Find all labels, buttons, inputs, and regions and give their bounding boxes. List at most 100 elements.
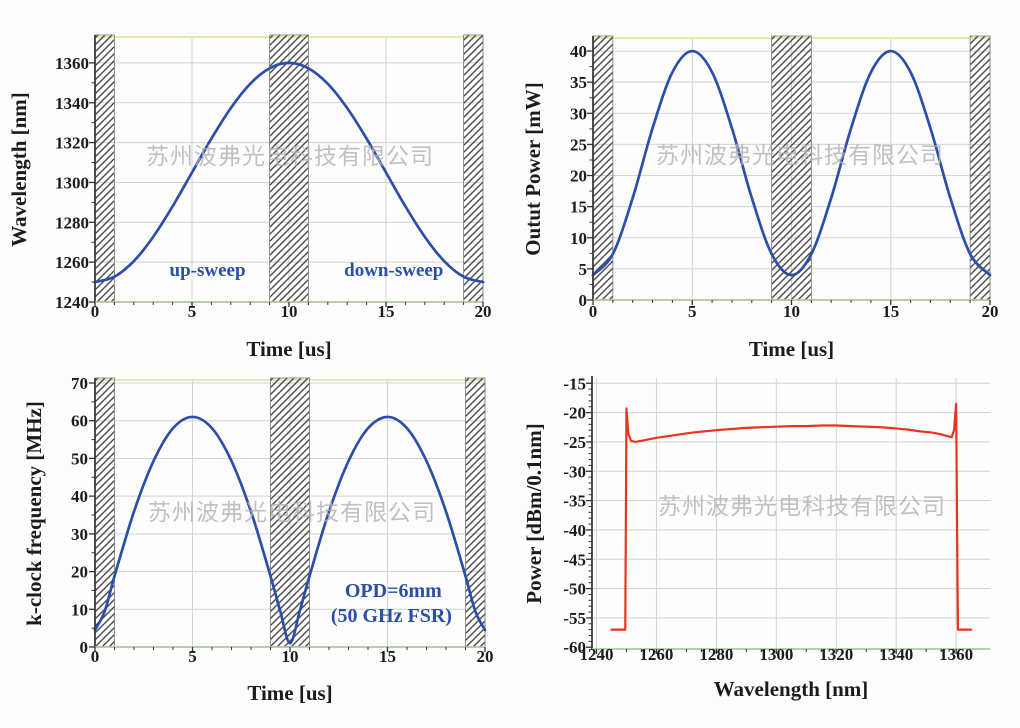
y-tick-label: -50	[563, 580, 586, 599]
y-tick-label: 1240	[55, 293, 89, 312]
data-curve-optical-spectrum	[610, 402, 973, 631]
y-tick-label: 10	[71, 600, 88, 619]
x-tick-label: 15	[378, 302, 395, 321]
hatched-band	[269, 34, 309, 303]
data-series	[591, 49, 992, 277]
y-tick-label: 0	[80, 638, 89, 657]
y-tick-label: 1320	[55, 134, 89, 153]
y-tick-label: 20	[71, 563, 88, 582]
watermark-text: 苏州波弗光电科技有限公司	[148, 500, 436, 525]
hatched-band	[771, 35, 812, 301]
spectrum-power-vs-wavelength-plot: 苏州波弗光电科技有限公司 1240 1260 1280 1300 1320 1340 1360…	[522, 374, 990, 701]
y-tick-label: 0	[579, 291, 588, 310]
y-tick-label: 1260	[55, 253, 89, 272]
y-tick-label: 50	[71, 449, 88, 468]
x-tick-label: 5	[188, 647, 197, 666]
data-series	[93, 61, 485, 284]
x-tick-label: 20	[982, 302, 999, 321]
annotation-text: (50 GHz FSR)	[331, 605, 452, 627]
y-tick-label: 15	[570, 198, 587, 217]
y-tick-label: -35	[563, 492, 586, 511]
x-axis-label: Wavelength [nm]	[714, 677, 869, 701]
kclock-frequency-vs-time-plot: 苏州波弗光电科技有限公司 OPD=6mm (50 GHz FSR) 0 5 10 15 20 0…	[22, 374, 494, 705]
x-tick-label: 1260	[639, 645, 673, 664]
annotation-text: down-sweep	[344, 260, 443, 281]
y-tick-label: 20	[570, 167, 587, 186]
x-axis-label: Time [us]	[247, 681, 332, 705]
y-axis-label: Power [dBm/0.1nm]	[522, 423, 546, 603]
x-tick-label: 10	[281, 302, 298, 321]
y-axis-label: Wavelength [nm]	[7, 92, 31, 247]
x-tick-label: 1320	[819, 645, 853, 664]
hatched-band	[463, 34, 484, 303]
x-tick-label: 1280	[699, 645, 733, 664]
data-series	[93, 415, 487, 645]
x-tick-label: 5	[688, 302, 697, 321]
watermark-text: 苏州波弗光电科技有限公司	[658, 494, 946, 519]
x-axis-label: Time [us]	[749, 337, 834, 361]
y-tick-label: -25	[563, 433, 586, 452]
x-tick-label: 0	[91, 302, 100, 321]
y-tick-label: 1360	[55, 54, 89, 73]
data-series	[610, 402, 973, 631]
x-tick-label: 10	[783, 302, 800, 321]
y-tick-label: 40	[71, 487, 88, 506]
x-tick-label: 1340	[879, 645, 913, 664]
x-tick-label: 1360	[939, 645, 973, 664]
y-tick-label: -30	[563, 462, 586, 481]
y-tick-label: 30	[570, 104, 587, 123]
watermark-text: 苏州波弗光电科技有限公司	[656, 143, 944, 168]
x-tick-label: 15	[379, 647, 396, 666]
y-tick-label: 60	[71, 412, 88, 431]
y-tick-label: 30	[71, 525, 88, 544]
annotation-text: up-sweep	[170, 260, 246, 281]
x-tick-label: 1300	[759, 645, 793, 664]
axes	[587, 36, 991, 305]
x-tick-label: 20	[477, 647, 494, 666]
x-tick-label: 1240	[579, 645, 613, 664]
x-tick-label: 0	[91, 647, 100, 666]
chart-kclock-frequency-vs-time: 苏州波弗光电科技有限公司 OPD=6mm (50 GHz FSR) 0 5 10 15 20 0…	[0, 364, 510, 728]
wavelength-vs-time-plot: 苏州波弗光电科技有限公司 up-sweep down-sweep 0 5 10 15 20 12…	[7, 34, 492, 361]
hatched-timing-bands	[592, 35, 991, 301]
y-tick-label: -60	[563, 638, 586, 657]
x-tick-label: 20	[475, 302, 492, 321]
y-tick-label: -20	[563, 404, 586, 423]
y-tick-label: -45	[563, 550, 586, 569]
annotation-text: OPD=6mm	[345, 580, 442, 602]
x-axis-label: Time [us]	[246, 337, 331, 361]
y-tick-label: 35	[570, 73, 587, 92]
hatched-timing-bands	[94, 377, 486, 648]
x-tick-label: 10	[282, 647, 299, 666]
y-tick-label: 1340	[55, 94, 89, 113]
x-tick-label: 15	[882, 302, 899, 321]
chart-wavelength-vs-time: 苏州波弗光电科技有限公司 up-sweep down-sweep 0 5 10 15 20 12…	[0, 0, 510, 364]
y-tick-label: 70	[71, 374, 88, 393]
data-curve-k-clock-frequency	[93, 415, 487, 645]
y-tick-label: -55	[563, 609, 586, 628]
data-curve-output-power	[591, 49, 992, 277]
x-tick-label: 5	[188, 302, 197, 321]
output-power-vs-time-plot: 苏州波弗光电科技有限公司 0 5 10 15 20 0 5 10 15 20 25 30 35 40 Time…	[521, 35, 999, 361]
axes	[89, 35, 484, 307]
y-tick-label: -15	[563, 374, 586, 393]
hatched-band	[94, 34, 115, 303]
axes	[89, 378, 486, 652]
y-tick-label: 5	[579, 260, 588, 279]
data-curve-wavelength-sweep	[93, 61, 485, 284]
chart-spectrum-power-vs-wavelength: 苏州波弗光电科技有限公司 1240 1260 1280 1300 1320 1340 1360…	[510, 364, 1020, 728]
hatched-band	[465, 377, 486, 648]
y-axis-label: k-clock frequency [MHz]	[22, 401, 46, 626]
y-tick-label: 40	[570, 42, 587, 61]
y-axis-label: Outut Power [mW]	[521, 82, 545, 255]
y-tick-label: 1300	[55, 173, 89, 192]
chart-output-power-vs-time: 苏州波弗光电科技有限公司 0 5 10 15 20 0 5 10 15 20 25 30 35 40 Time…	[510, 0, 1020, 364]
y-tick-label: 10	[570, 229, 587, 248]
y-tick-label: -40	[563, 521, 586, 540]
x-tick-label: 0	[589, 302, 598, 321]
axes	[586, 376, 990, 654]
watermark-text: 苏州波弗光电科技有限公司	[146, 144, 434, 169]
hatched-band	[94, 377, 115, 648]
y-tick-label: 1280	[55, 213, 89, 232]
